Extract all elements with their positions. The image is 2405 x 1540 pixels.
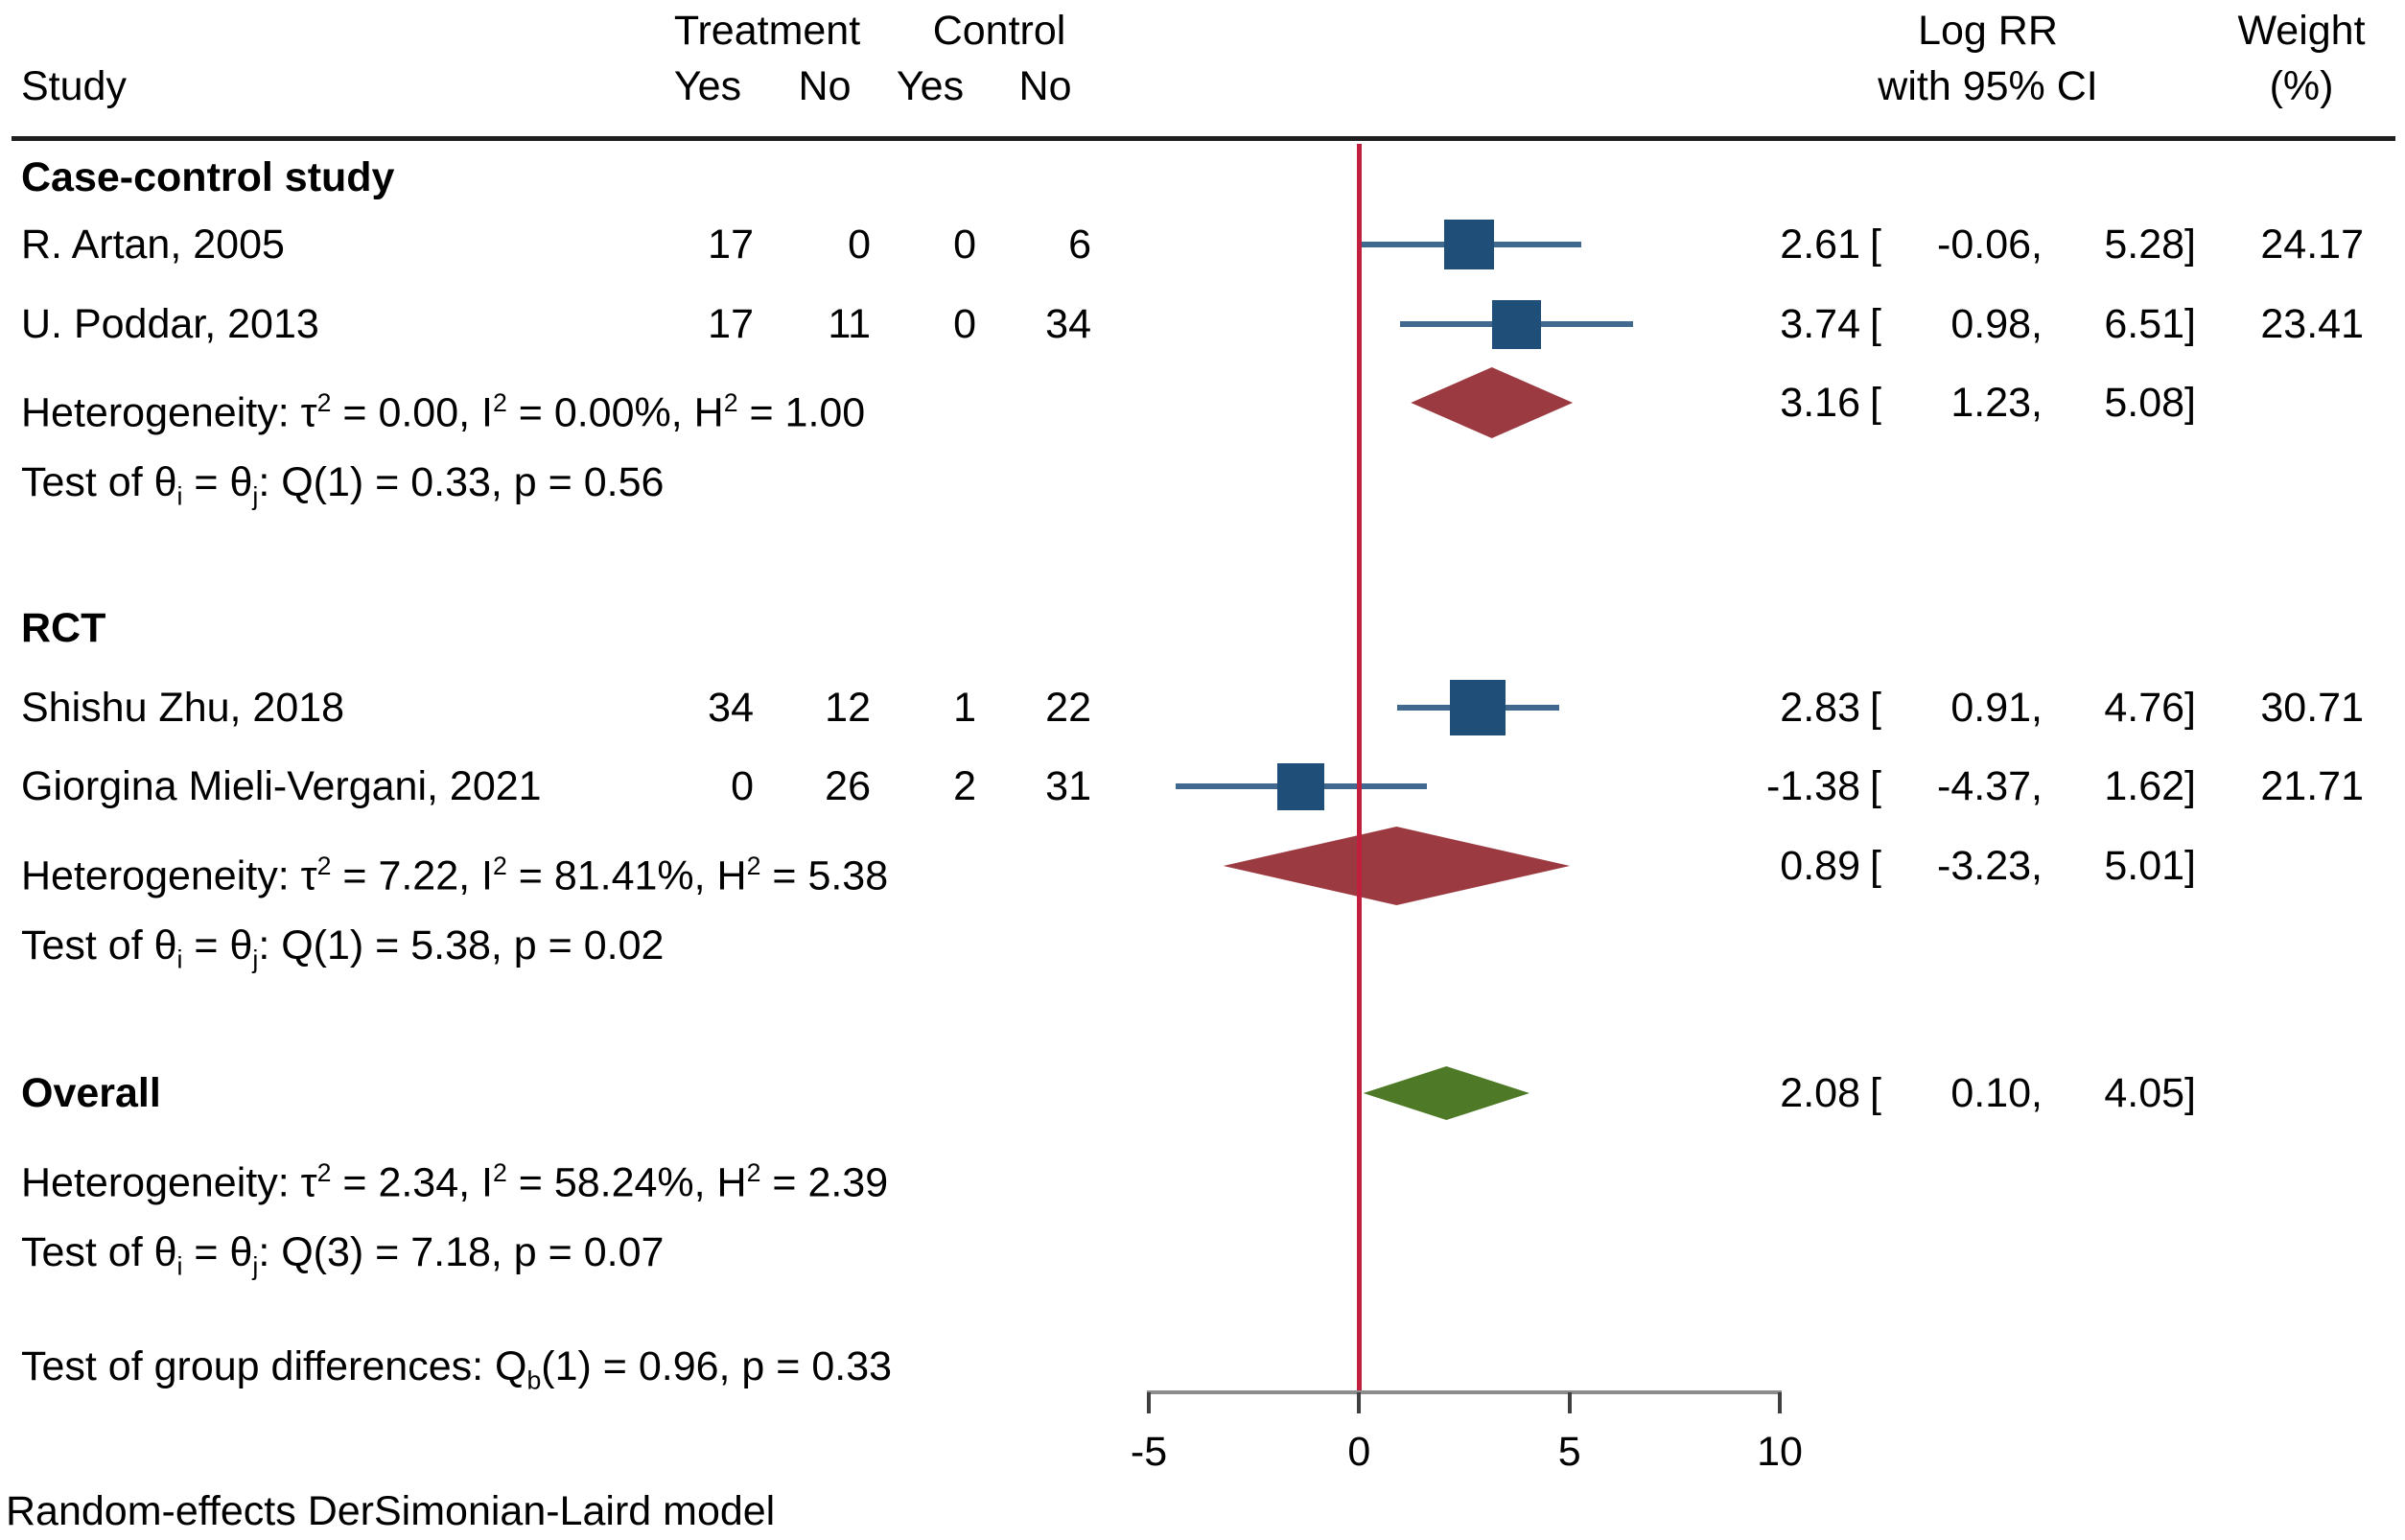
- ci-high: 4.05]: [2104, 1070, 2196, 1116]
- column-header-effect-line1: Log RR: [1918, 8, 2058, 54]
- axis-tick: [1357, 1392, 1362, 1413]
- count-control-yes: 0: [953, 301, 976, 347]
- ci-open-bracket: [: [1870, 301, 1881, 347]
- test-text: Test of θi = θj: Q(1) = 5.38, p = 0.02: [21, 922, 665, 974]
- count-treatment-no: 0: [848, 222, 871, 268]
- axis-tick-label: 5: [1557, 1429, 1581, 1475]
- count-treatment-yes: 17: [708, 222, 754, 268]
- column-header-weight-line2: (%): [2269, 63, 2334, 109]
- study-name: Shishu Zhu, 2018: [21, 685, 345, 731]
- weight-value: 23.41: [2260, 301, 2364, 347]
- effect-square: [1491, 299, 1541, 349]
- column-header-weight-line1: Weight: [2237, 8, 2366, 54]
- axis-tick-label: -5: [1130, 1429, 1168, 1475]
- column-header-treatment-yes: Yes: [673, 63, 742, 109]
- test-text: Test of θi = θj: Q(3) = 7.18, p = 0.07: [21, 1229, 665, 1281]
- axis-tick-label: 10: [1757, 1429, 1803, 1475]
- axis-tick-label: 0: [1347, 1429, 1371, 1475]
- ci-open-bracket: [: [1870, 380, 1881, 426]
- column-header-control-yes: Yes: [896, 63, 965, 109]
- effect-label: 2.61[ -0.06, 5.28]: [1745, 220, 2196, 269]
- effect-label: 2.83[0.91, 4.76]: [1745, 683, 2196, 733]
- column-header-effect-line2: with 95% CI: [1878, 63, 2098, 109]
- effect-estimate: 3.74: [1780, 301, 1860, 347]
- header-divider: [12, 136, 2395, 141]
- ci-high: 1.62]: [2104, 763, 2196, 809]
- weight-value: 21.71: [2260, 763, 2364, 809]
- overall-label: Overall: [21, 1070, 161, 1116]
- axis-line: [1147, 1390, 1782, 1394]
- effect-square: [1443, 220, 1494, 269]
- group-difference-text: Test of group differences: Qb(1) = 0.96,…: [21, 1343, 893, 1395]
- ci-high: 6.51]: [2104, 301, 2196, 347]
- column-header-control-no: No: [1018, 63, 1072, 109]
- effect-square: [1277, 762, 1325, 810]
- effect-square: [1450, 680, 1506, 735]
- weight-value: 24.17: [2260, 222, 2364, 268]
- model-note: Random-effects DerSimonian-Laird model: [6, 1488, 776, 1534]
- count-control-no: 6: [1068, 222, 1091, 268]
- effect-label: 2.08[0.10, 4.05]: [1745, 1068, 2196, 1118]
- ci-low: -3.23,: [1937, 843, 2043, 889]
- column-header-treatment-no: No: [798, 63, 852, 109]
- count-treatment-yes: 34: [708, 685, 754, 731]
- ci-open-bracket: [: [1870, 222, 1881, 268]
- column-header-control: Control: [932, 8, 1066, 54]
- count-treatment-yes: 17: [708, 301, 754, 347]
- effect-estimate: 2.08: [1780, 1070, 1860, 1116]
- study-name: Giorgina Mieli-Vergani, 2021: [21, 763, 542, 809]
- column-header-study: Study: [21, 63, 127, 109]
- count-treatment-no: 26: [825, 763, 871, 809]
- effect-estimate: 0.89: [1780, 843, 1860, 889]
- ci-open-bracket: [: [1870, 763, 1881, 809]
- ci-low: 1.23,: [1950, 380, 2043, 426]
- ci-open-bracket: [: [1870, 1070, 1881, 1116]
- weight-value: 30.71: [2260, 685, 2364, 731]
- count-control-yes: 2: [953, 763, 976, 809]
- effect-estimate: 2.83: [1780, 685, 1860, 731]
- effect-estimate: 2.61: [1780, 222, 1860, 268]
- ci-low: 0.10,: [1950, 1070, 2043, 1116]
- ci-low: 0.98,: [1950, 301, 2043, 347]
- study-name: R. Artan, 2005: [21, 222, 285, 268]
- effect-label: -1.38[ -4.37, 1.62]: [1745, 761, 2196, 811]
- study-name: U. Poddar, 2013: [21, 301, 319, 347]
- ci-high: 5.28]: [2104, 222, 2196, 268]
- effect-label: 0.89[ -3.23, 5.01]: [1745, 841, 2196, 891]
- ci-open-bracket: [: [1870, 685, 1881, 731]
- ci-high: 4.76]: [2104, 685, 2196, 731]
- ci-low: 0.91,: [1950, 685, 2043, 731]
- test-text: Test of θi = θj: Q(1) = 0.33, p = 0.56: [21, 459, 665, 511]
- count-treatment-no: 12: [825, 685, 871, 731]
- axis-tick: [1778, 1392, 1782, 1413]
- section-label: Case-control study: [21, 154, 395, 200]
- section-label: RCT: [21, 605, 106, 651]
- axis-tick: [1567, 1392, 1572, 1413]
- count-control-yes: 1: [953, 685, 976, 731]
- count-treatment-yes: 0: [731, 763, 754, 809]
- ci-low: -0.06,: [1937, 222, 2043, 268]
- count-control-no: 31: [1045, 763, 1091, 809]
- count-control-no: 22: [1045, 685, 1091, 731]
- effect-label: 3.16[1.23, 5.08]: [1745, 378, 2196, 428]
- effect-estimate: 3.16: [1780, 380, 1860, 426]
- effect-label: 3.74[0.98, 6.51]: [1745, 299, 2196, 349]
- ci-high: 5.01]: [2104, 843, 2196, 889]
- ci-open-bracket: [: [1870, 843, 1881, 889]
- ci-low: -4.37,: [1937, 763, 2043, 809]
- ci-high: 5.08]: [2104, 380, 2196, 426]
- count-control-yes: 0: [953, 222, 976, 268]
- count-treatment-no: 11: [828, 301, 871, 347]
- effect-estimate: -1.38: [1765, 763, 1860, 809]
- column-header-treatment: Treatment: [673, 8, 861, 54]
- reference-line: [1356, 144, 1362, 1392]
- count-control-no: 34: [1045, 301, 1091, 347]
- axis-tick: [1147, 1392, 1151, 1413]
